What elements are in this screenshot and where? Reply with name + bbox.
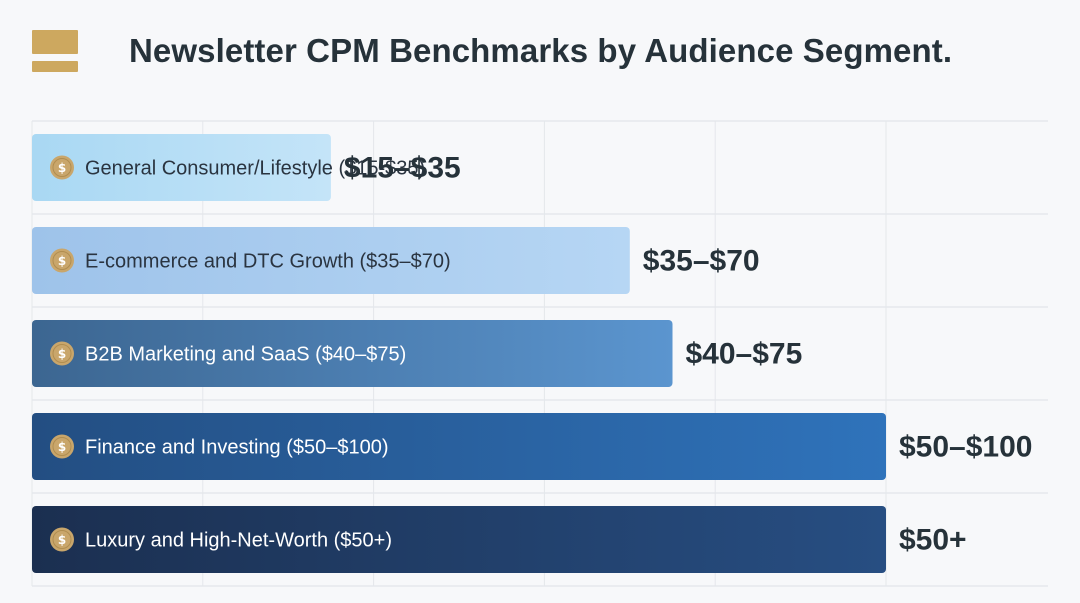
- bar-category-label: Finance and Investing ($50–$100): [85, 437, 389, 459]
- dollar-coin-icon: $: [50, 155, 74, 180]
- dollar-coin-icon: $: [50, 341, 74, 366]
- bar-5: [32, 506, 886, 573]
- bar-category-label: E-commerce and DTC Growth ($35–$70): [85, 251, 451, 273]
- bar-3: [32, 320, 673, 387]
- svg-text:$: $: [58, 347, 66, 361]
- bar-value-label: $40–$75: [686, 338, 803, 371]
- bar-2: [32, 227, 630, 294]
- bar-category-label: B2B Marketing and SaaS ($40–$75): [85, 344, 406, 366]
- bar-value-label: $15–$35: [344, 152, 461, 185]
- svg-text:$: $: [58, 161, 66, 175]
- bar-value-label: $50+: [899, 524, 967, 557]
- logo-bar-bottom: [32, 61, 78, 72]
- bar-category-label: Luxury and High-Net-Worth ($50+): [85, 530, 392, 552]
- dollar-coin-icon: $: [50, 527, 74, 552]
- bar-1: [32, 134, 331, 201]
- logo-bar-top: [32, 30, 78, 54]
- svg-text:$: $: [58, 533, 66, 547]
- dollar-coin-icon: $: [50, 248, 74, 273]
- chart-bars: $ General Consumer/Lifestyle ($15-$35)$15…: [32, 134, 1032, 573]
- bar-value-label: $35–$70: [643, 245, 760, 278]
- svg-text:$: $: [58, 254, 66, 268]
- svg-text:$: $: [58, 440, 66, 454]
- bar-category-label: General Consumer/Lifestyle ($15-$35): [85, 158, 425, 180]
- logo-icon: [32, 30, 78, 72]
- bar-4: [32, 413, 886, 480]
- page-title: Newsletter CPM Benchmarks by Audience Se…: [129, 32, 953, 69]
- bar-value-label: $50–$100: [899, 431, 1032, 464]
- dollar-coin-icon: $: [50, 434, 74, 459]
